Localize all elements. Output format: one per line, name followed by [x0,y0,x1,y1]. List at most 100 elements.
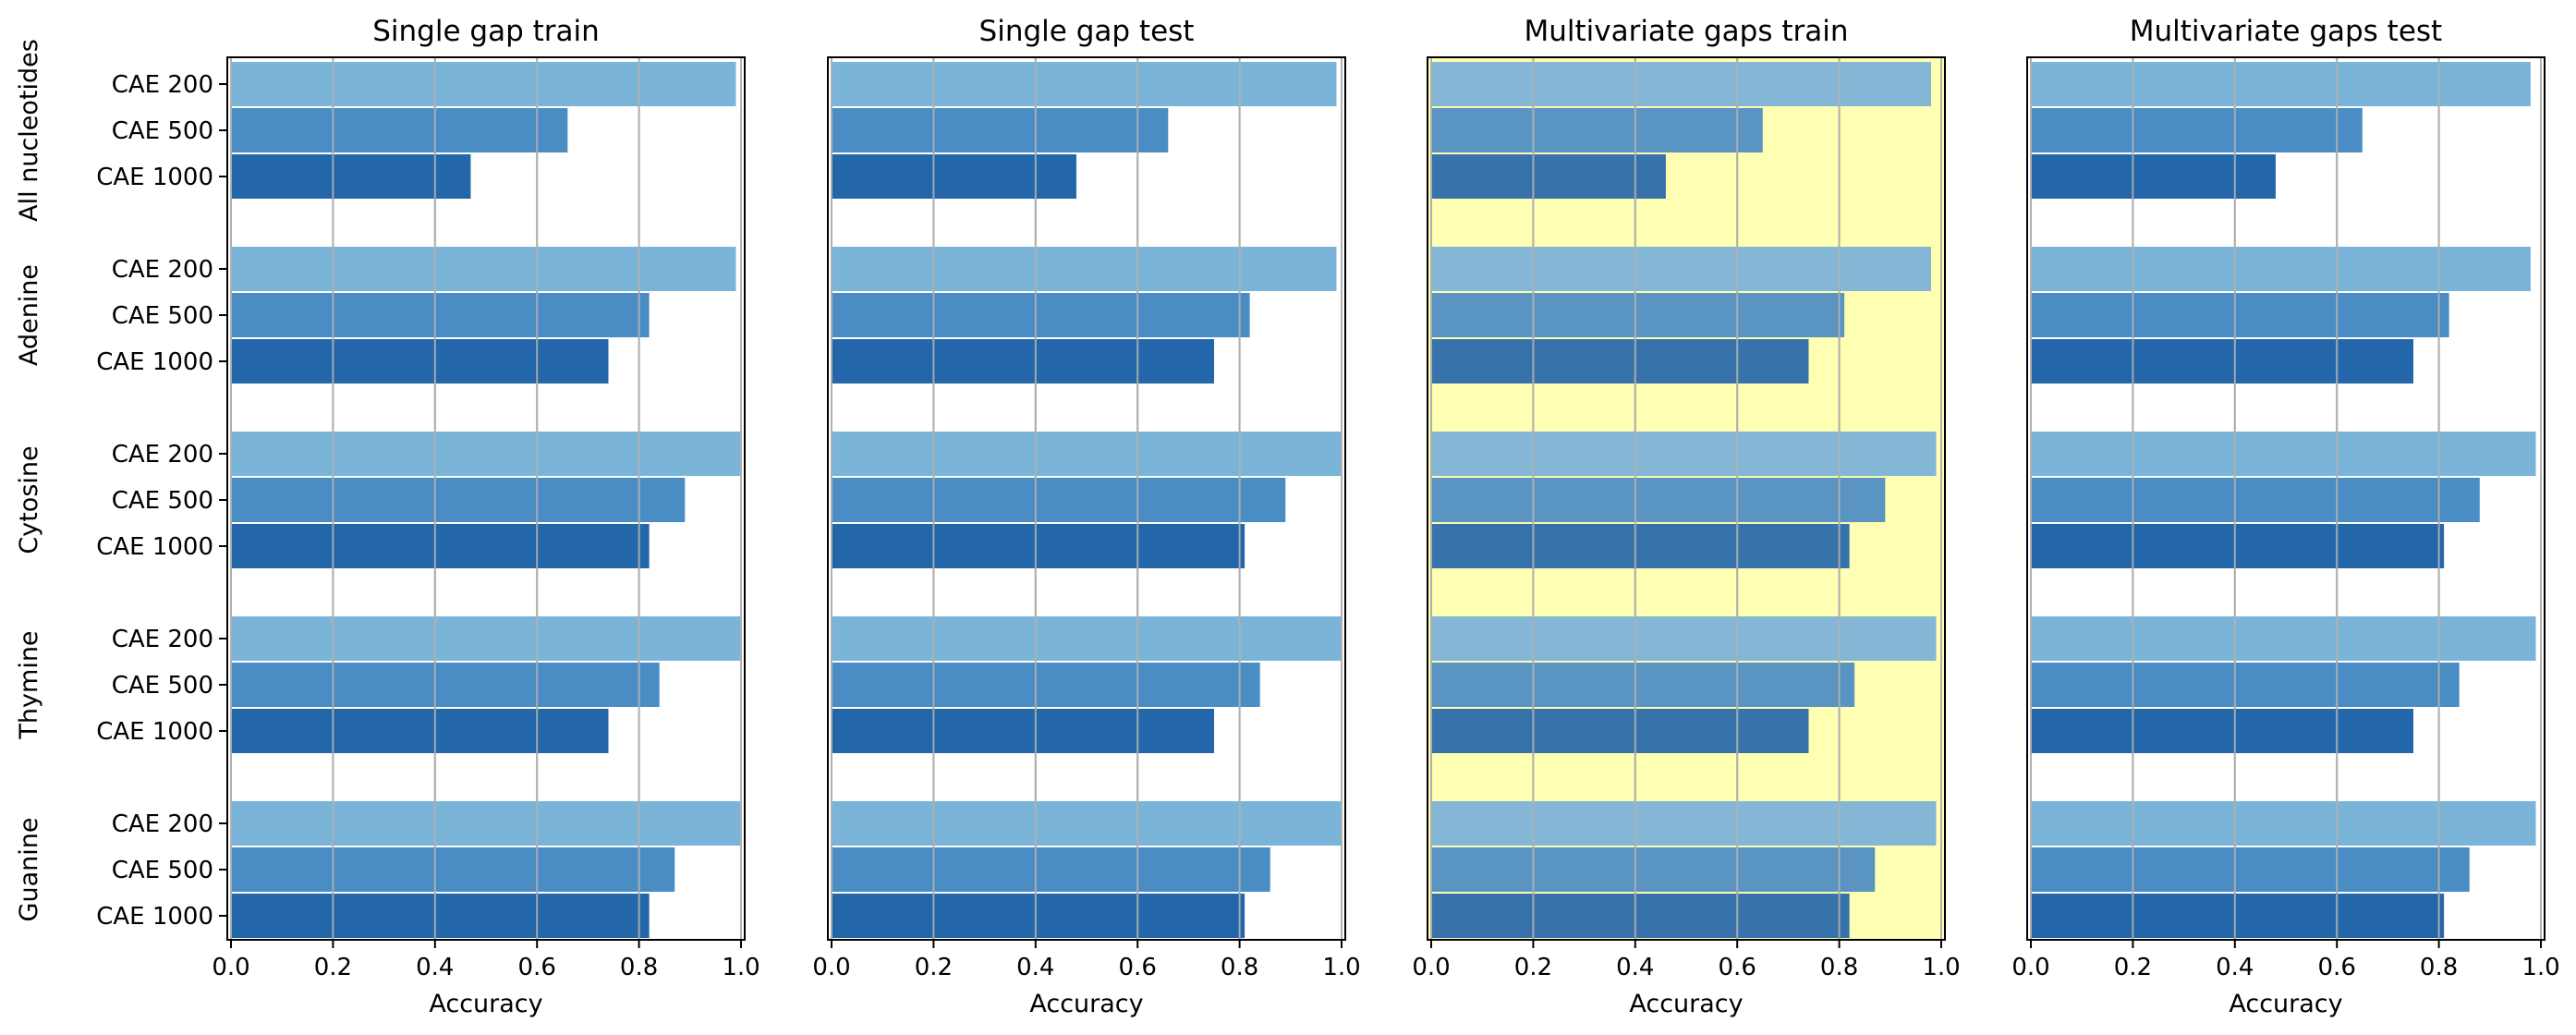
x-tick-label: 0.8 [2420,954,2458,981]
y-tick-label: CAE 500 [112,302,213,330]
bar-guanine-cae-200 [1431,801,1937,846]
x-tick-label: 1.0 [1322,954,1360,981]
bar-all-nucleotides-cae-200 [1431,62,1931,106]
bar-cytosine-cae-200 [1431,432,1937,476]
x-tick-label: 1.0 [1922,954,1960,981]
x-tick-label: 0.8 [1221,954,1258,981]
bar-cytosine-cae-500 [2031,478,2480,522]
bar-all-nucleotides-cae-1000 [2031,154,2276,199]
bar-all-nucleotides-cae-500 [832,108,1169,152]
bar-adenine-cae-1000 [832,339,1214,384]
bar-cytosine-cae-500 [1431,478,1886,522]
x-tick-label: 0.6 [2318,954,2356,981]
x-tick-label: 0.6 [1719,954,1756,981]
bar-adenine-cae-200 [231,247,736,291]
group-label: Cytosine [15,445,43,554]
x-tick-label: 0.4 [416,954,454,981]
bar-adenine-cae-500 [231,293,650,337]
bar-guanine-cae-1000 [1431,894,1850,938]
y-tick-label: CAE 1000 [96,348,213,376]
bar-all-nucleotides-cae-500 [231,108,568,152]
x-tick-label: 0.4 [1616,954,1654,981]
x-tick-label: 0.4 [2216,954,2254,981]
x-axis-label: Accuracy [1629,990,1743,1018]
group-label: Guanine [15,818,43,922]
x-tick-label: 0.6 [1119,954,1157,981]
bar-adenine-cae-1000 [231,339,609,384]
bar-cytosine-cae-200 [2031,432,2536,476]
bar-thymine-cae-1000 [832,709,1214,753]
bar-thymine-cae-1000 [231,709,609,753]
group-label: All nucleotides [15,39,43,222]
y-tick-label: CAE 500 [112,487,213,515]
y-tick-label: CAE 200 [112,626,213,653]
x-tick-label: 1.0 [722,954,759,981]
bar-guanine-cae-1000 [2031,894,2445,938]
bar-thymine-cae-1000 [2031,709,2413,753]
bar-thymine-cae-500 [1431,663,1855,707]
bar-thymine-cae-500 [2031,663,2460,707]
panel-4: 0.0 0.2 0.4 0.6 0.8 1.0 Accuracy Multivariate g… [2011,15,2559,1018]
bar-cytosine-cae-1000 [231,524,650,568]
bar-adenine-cae-1000 [2031,339,2413,384]
panel-title: Multivariate gaps test [2130,15,2442,48]
x-tick-label: 0.8 [620,954,658,981]
panel-1: 0.0 0.2 0.4 0.6 0.8 1.0 Accuracy Single gap tra… [15,15,760,1018]
bar-all-nucleotides-cae-200 [2031,62,2531,106]
bar-thymine-cae-500 [231,663,660,707]
x-tick-label: 0.8 [1820,954,1858,981]
y-tick-label: CAE 1000 [96,164,213,191]
panel-title: Single gap train [372,15,600,48]
x-tick-label: 0.0 [212,954,249,981]
bar-adenine-cae-500 [2031,293,2449,337]
x-tick-label: 0.6 [518,954,556,981]
axes-frame [226,56,746,941]
panel-title: Single gap test [979,15,1195,48]
bar-all-nucleotides-cae-1000 [1431,154,1666,199]
bar-thymine-cae-1000 [1431,709,1809,753]
bar-cytosine-cae-1000 [2031,524,2445,568]
bar-guanine-cae-1000 [231,894,650,938]
bar-adenine-cae-200 [832,247,1337,291]
bar-guanine-cae-500 [832,847,1270,892]
bar-adenine-cae-500 [1431,293,1845,337]
panel-2: 0.0 0.2 0.4 0.6 0.8 1.0 Accuracy Single gap tes… [812,15,1360,1018]
bar-cytosine-cae-200 [832,432,1342,476]
x-tick-label: 0.0 [1412,954,1450,981]
y-tick-label: CAE 500 [112,117,213,145]
x-axis-label: Accuracy [1029,990,1143,1018]
group-label: Thymine [15,630,43,739]
bar-all-nucleotides-cae-200 [231,62,736,106]
x-tick-label: 1.0 [2521,954,2559,981]
axes-frame [827,56,1346,941]
y-tick-label: CAE 200 [112,71,213,99]
y-tick-label: CAE 1000 [96,533,213,561]
bar-all-nucleotides-cae-200 [832,62,1337,106]
bar-cytosine-cae-1000 [1431,524,1850,568]
bar-cytosine-cae-200 [231,432,741,476]
x-axis-label: Accuracy [429,990,542,1018]
x-tick-label: 0.2 [314,954,352,981]
y-tick-label: CAE 200 [112,441,213,469]
bar-guanine-cae-500 [1431,847,1876,892]
bar-thymine-cae-200 [231,616,741,661]
y-tick-label: CAE 500 [112,672,213,700]
y-tick-label: CAE 1000 [96,903,213,931]
y-tick-label: CAE 1000 [96,718,213,746]
x-axis-label: Accuracy [2229,990,2342,1018]
bar-adenine-cae-1000 [1431,339,1809,384]
bar-adenine-cae-200 [2031,247,2531,291]
bar-guanine-cae-200 [2031,801,2536,846]
bar-cytosine-cae-500 [832,478,1286,522]
x-tick-label: 0.0 [812,954,850,981]
x-tick-label: 0.0 [2011,954,2049,981]
bar-guanine-cae-500 [231,847,675,892]
group-label: Adenine [15,264,43,366]
bar-adenine-cae-500 [832,293,1250,337]
bar-guanine-cae-200 [832,801,1342,846]
axes-frame [2026,56,2546,941]
y-tick-label: CAE 200 [112,256,213,284]
bar-all-nucleotides-cae-500 [1431,108,1763,152]
bar-all-nucleotides-cae-1000 [832,154,1076,199]
